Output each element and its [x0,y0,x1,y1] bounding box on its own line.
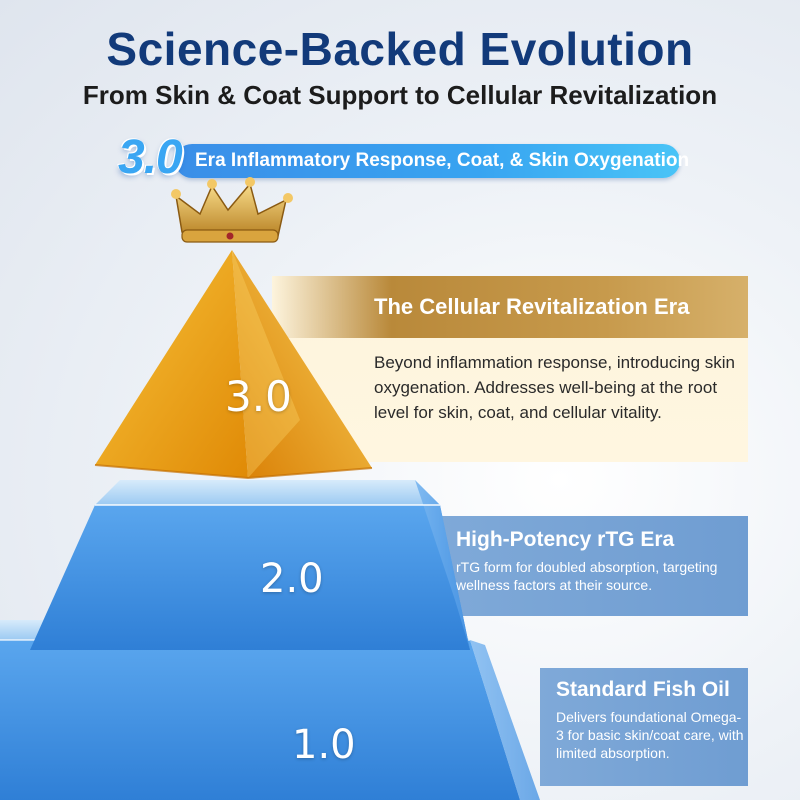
tier-1-label: 1.0 [292,722,356,768]
tier-2-title: High-Potency rTG Era [456,528,675,551]
tier-1-title: Standard Fish Oil [556,678,730,701]
era-banner [175,144,680,178]
tier-1-card: Standard Fish Oil Delivers foundational … [540,668,748,786]
era-version-badge: 3.0 [118,131,183,184]
tier-3-card-header [272,276,748,338]
tier-3-title: The Cellular Revitalization Era [374,294,690,319]
tier-2-card: High-Potency rTG Era rTG form for double… [440,516,748,616]
tier-2-description: rTG form for doubled absorption, targeti… [456,559,718,593]
tier-2-block [30,480,470,650]
tier-3-block [94,250,373,480]
tier-2-label: 2.0 [260,556,324,602]
era-banner-text: Era Inflammatory Response, Coat, & Skin … [195,150,690,171]
tier-3-card: The Cellular Revitalization Era Beyond i… [272,276,748,462]
tier-3-description: Beyond inflammation response, introducin… [374,353,735,422]
tier-1-description: Delivers foundational Omega-3 for basic … [556,709,744,761]
crown-icon [171,177,293,243]
tier-3-label: 3.0 [225,372,292,421]
page-title: Science-Backed Evolution [106,23,694,75]
page-subtitle: From Skin & Coat Support to Cellular Rev… [82,80,718,110]
